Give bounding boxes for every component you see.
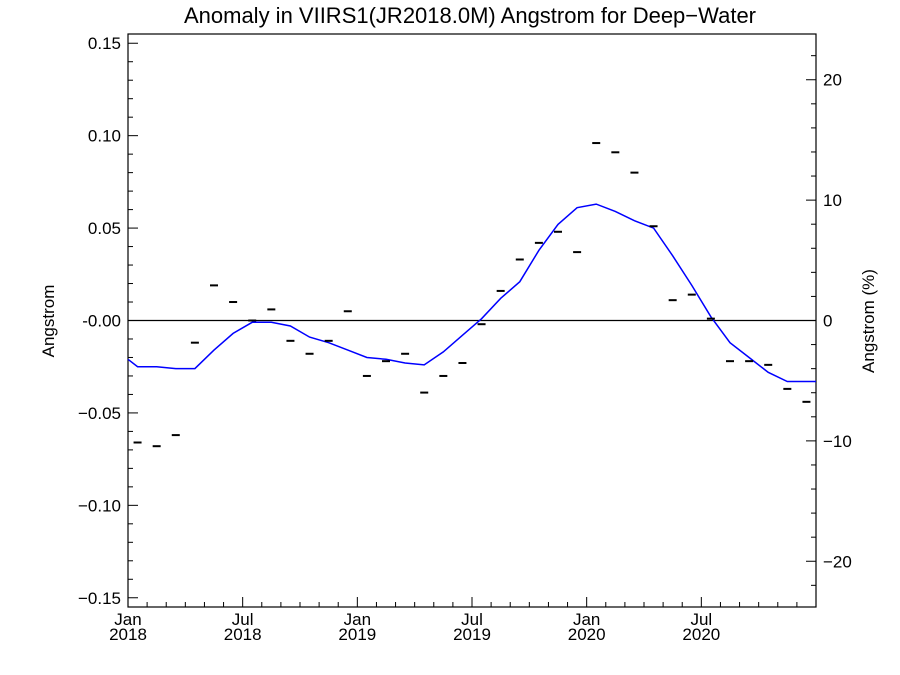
x-tick-month: Jan xyxy=(573,610,600,629)
x-tick-year: 2019 xyxy=(338,625,376,644)
x-tick-month: Jan xyxy=(114,610,141,629)
x-tick-year: 2020 xyxy=(682,625,720,644)
monthly-series xyxy=(133,142,811,448)
y2-tick-label: −10 xyxy=(823,432,852,451)
y-tick-label: −0.10 xyxy=(78,496,121,515)
y-tick-label: −0.05 xyxy=(78,404,121,423)
x-tick-year: 2018 xyxy=(224,625,262,644)
y2-axis-label: Angstrom (%) xyxy=(859,269,878,373)
y2-tick-label: 20 xyxy=(823,71,842,90)
smoothed-line xyxy=(127,203,816,383)
bottom-axis: Jan2018Jul2018Jan2019Jul2019Jan2020Jul20… xyxy=(109,597,798,644)
x-tick-month: Jul xyxy=(461,610,483,629)
x-tick-year: 2018 xyxy=(109,625,147,644)
left-axis: 0.15 0.10 0.05 -0.00 −0.05 −0.10 −0.15 xyxy=(78,34,138,608)
y2-tick-label: 0 xyxy=(823,312,832,331)
y2-tick-label: 10 xyxy=(823,191,842,210)
y-tick-label: 0.15 xyxy=(88,34,121,53)
y-tick-label: 0.10 xyxy=(88,127,121,146)
x-tick-month: Jul xyxy=(232,610,254,629)
y2-tick-label: −20 xyxy=(823,552,852,571)
right-axis: 20 10 0 −10 −20 xyxy=(806,55,852,586)
smoothed-series xyxy=(127,203,816,383)
chart-title: Anomaly in VIIRS1(JR2018.0M) Angstrom fo… xyxy=(184,3,756,28)
y-tick-label: 0.05 xyxy=(88,219,121,238)
x-tick-month: Jan xyxy=(344,610,371,629)
y-axis-label: Angstrom xyxy=(39,285,58,358)
y-tick-label: -0.00 xyxy=(82,312,121,331)
x-tick-year: 2020 xyxy=(568,625,606,644)
x-tick-month: Jul xyxy=(690,610,712,629)
x-tick-year: 2019 xyxy=(453,625,491,644)
y-tick-label: −0.15 xyxy=(78,589,121,608)
